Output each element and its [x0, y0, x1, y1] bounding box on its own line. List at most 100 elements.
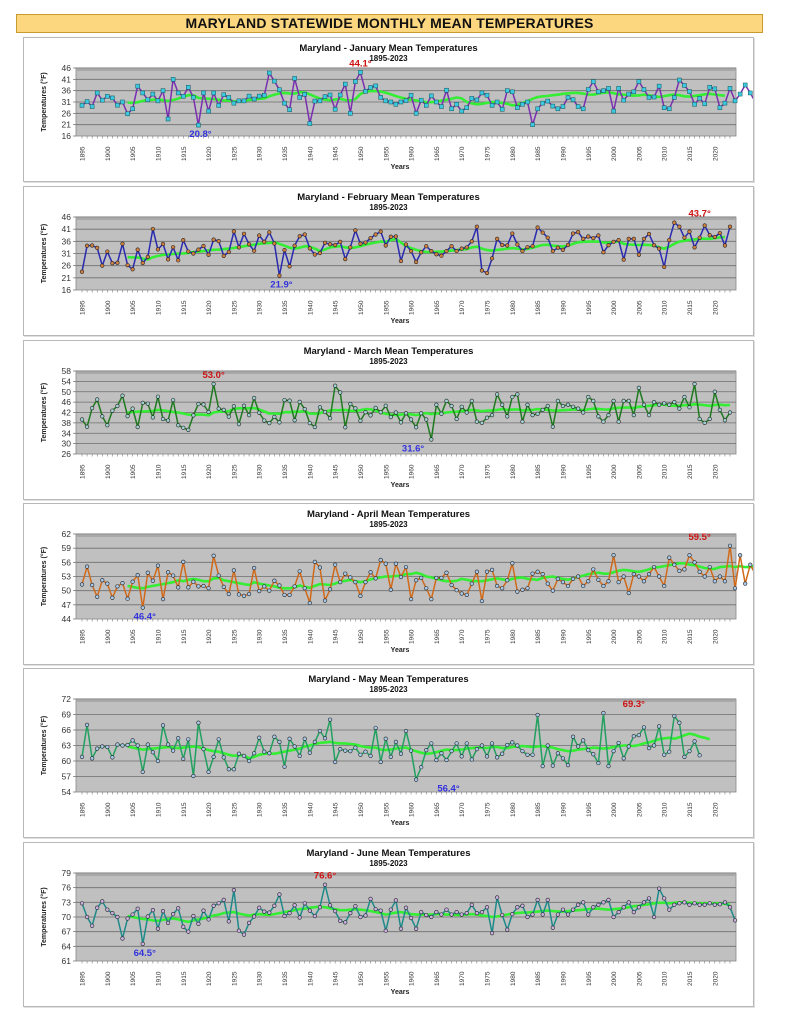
- chart-subtitle: 1895-2023: [369, 357, 408, 366]
- data-point-marker: [130, 106, 135, 112]
- data-point-marker: [570, 97, 576, 102]
- data-point-marker: [246, 93, 252, 99]
- data-point-marker: [662, 583, 667, 589]
- data-point-marker: [738, 553, 743, 558]
- x-tick-label: 1945: [333, 464, 340, 479]
- data-point-marker: [550, 103, 556, 109]
- data-point-marker: [722, 243, 728, 248]
- y-tick-label: 36: [62, 86, 72, 96]
- x-tick-label: 1940: [307, 464, 314, 479]
- min-value-annotation: 21.9°: [270, 280, 292, 291]
- data-point-marker: [155, 758, 161, 764]
- data-point-marker: [196, 921, 201, 926]
- data-point-marker: [611, 108, 616, 114]
- data-point-marker: [267, 70, 272, 76]
- data-point-marker: [241, 403, 247, 408]
- data-point-marker: [621, 97, 626, 103]
- data-point-marker: [581, 410, 586, 415]
- data-point-marker: [520, 248, 525, 254]
- data-point-marker: [667, 106, 672, 112]
- data-point-marker: [408, 248, 414, 254]
- data-point-marker: [459, 754, 464, 759]
- data-point-marker: [110, 595, 115, 600]
- x-tick-label: 1980: [510, 629, 517, 644]
- data-point-marker: [216, 901, 221, 906]
- data-point-marker: [221, 584, 226, 589]
- chart-panel-jan: Maryland - January Mean Temperatures 1895…: [23, 37, 754, 182]
- data-point-marker: [333, 909, 338, 914]
- data-point-marker: [322, 598, 328, 603]
- data-point-marker: [510, 911, 515, 917]
- data-point-marker: [100, 744, 105, 749]
- data-point-marker: [277, 420, 282, 425]
- data-point-marker: [626, 900, 631, 905]
- x-tick-label: 1970: [459, 802, 466, 817]
- data-point-marker: [145, 914, 150, 919]
- data-point-marker: [494, 99, 500, 105]
- data-point-marker: [515, 242, 520, 247]
- data-point-marker: [748, 562, 753, 567]
- data-point-marker: [105, 581, 110, 586]
- data-point-marker: [388, 234, 393, 239]
- data-point-marker: [231, 888, 236, 893]
- trend-line: [127, 402, 731, 417]
- data-point-marker: [692, 102, 697, 107]
- x-tick-label: 1975: [485, 464, 492, 479]
- x-tick-label: 2010: [662, 802, 669, 817]
- x-tick-label: 1960: [409, 802, 416, 817]
- x-tick-label: 1975: [485, 146, 492, 161]
- data-point-marker: [120, 936, 125, 941]
- x-tick-label: 2020: [712, 629, 719, 644]
- data-point-marker: [241, 932, 247, 937]
- data-point-marker: [403, 905, 409, 910]
- data-point-marker: [697, 235, 702, 240]
- data-point-marker: [165, 570, 171, 575]
- x-tick-label: 2005: [636, 971, 643, 986]
- data-point-marker: [312, 559, 317, 564]
- x-tick-label: 1970: [459, 464, 466, 479]
- data-point-marker: [100, 97, 105, 103]
- data-point-marker: [722, 900, 728, 905]
- data-point-marker: [216, 737, 221, 742]
- data-point-marker: [454, 102, 459, 107]
- max-value-annotation: 76.6°: [314, 871, 336, 882]
- data-point-marker: [429, 437, 434, 442]
- data-point-marker: [505, 88, 510, 93]
- x-tick-label: 2020: [712, 146, 719, 161]
- data-point-marker: [570, 734, 576, 739]
- data-point-marker: [292, 76, 297, 81]
- data-point-marker: [398, 574, 404, 580]
- x-tick-label: 1930: [257, 802, 264, 817]
- data-point-marker: [661, 105, 667, 110]
- data-point-marker: [277, 739, 282, 744]
- data-point-marker: [277, 583, 282, 588]
- data-point-marker: [510, 231, 515, 236]
- data-point-marker: [201, 90, 206, 96]
- data-point-marker: [439, 575, 444, 581]
- x-tick-label: 2005: [636, 300, 643, 315]
- x-tick-label: 1895: [80, 971, 87, 986]
- data-point-marker: [90, 405, 95, 411]
- data-point-marker: [252, 914, 257, 919]
- data-point-marker: [393, 898, 398, 903]
- data-point-marker: [540, 912, 545, 917]
- max-value-annotation: 59.5°: [688, 532, 710, 543]
- data-point-marker: [348, 111, 353, 116]
- data-point-marker: [262, 749, 267, 754]
- data-point-marker: [292, 418, 297, 423]
- data-point-marker: [616, 238, 621, 243]
- data-point-marker: [297, 234, 302, 239]
- data-point-marker: [398, 420, 404, 425]
- data-point-marker: [727, 410, 733, 415]
- data-point-marker: [429, 597, 434, 602]
- x-tick-label: 1980: [510, 802, 517, 817]
- x-tick-label: 1980: [510, 300, 517, 315]
- trend-line: [127, 732, 711, 760]
- data-point-marker: [555, 751, 560, 756]
- x-tick-label: 1960: [409, 146, 416, 161]
- data-point-marker: [181, 559, 186, 564]
- data-point-marker: [611, 914, 616, 920]
- data-point-marker: [707, 564, 712, 570]
- x-tick-label: 2020: [712, 464, 719, 479]
- data-point-marker: [667, 402, 672, 407]
